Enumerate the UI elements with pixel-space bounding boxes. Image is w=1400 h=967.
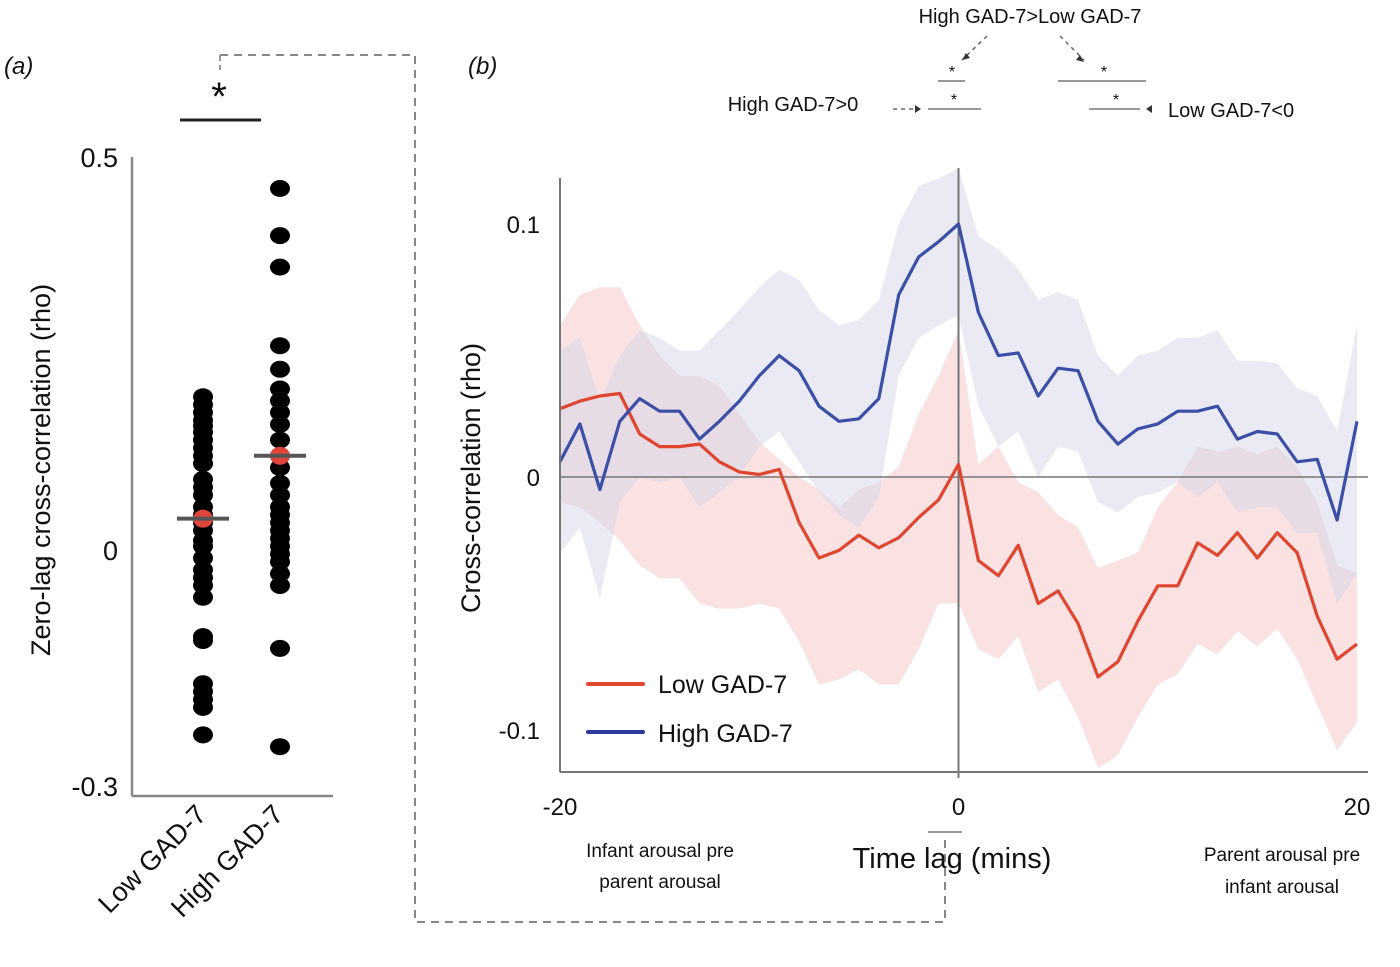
legend-label-low: Low GAD-7 <box>658 671 787 699</box>
sig-arrow-right <box>1059 35 1085 61</box>
panel-a-y-tick-label: 0 <box>103 536 118 566</box>
data-point <box>193 698 213 716</box>
panel-b-x-axis-label: Time lag (mins) <box>853 843 1052 875</box>
sig-star: * <box>949 64 955 81</box>
panel-a-y-axis-label: Zero-lag cross-correlation (rho) <box>26 284 56 656</box>
data-point <box>270 179 290 197</box>
panel-a: 0.5 0 -0.3 Zero-lag cross-correlation (rho… <box>26 75 333 923</box>
x-annotation-right-line-1: Parent arousal pre <box>1204 845 1360 866</box>
data-point <box>193 486 213 504</box>
panel-a-label: (a) <box>4 53 33 80</box>
data-point <box>193 632 213 650</box>
series-line-high-gad-7 <box>558 222 1359 522</box>
legend-label-high: High GAD-7 <box>658 720 793 748</box>
panel-b-y-tick-label: 0 <box>527 465 540 492</box>
panel-b-x-tick-label: 20 <box>1344 794 1371 821</box>
data-point <box>270 486 290 504</box>
data-point <box>270 431 290 449</box>
data-point <box>270 738 290 756</box>
significance-annotations: High GAD-7>Low GAD-7 * * High GAD-7>0 * … <box>728 6 1294 122</box>
legend: Low GAD-7 High GAD-7 <box>586 671 793 748</box>
data-point <box>270 360 290 378</box>
panel-b-x-tick-label: 0 <box>952 794 965 821</box>
data-point <box>193 726 213 744</box>
data-point <box>193 455 213 473</box>
data-point <box>270 565 290 583</box>
sig-label-low-lt-0: Low GAD-7<0 <box>1168 100 1294 122</box>
arrowhead-icon <box>1076 55 1084 62</box>
data-point <box>270 258 290 276</box>
data-point <box>270 380 290 398</box>
x-annotation-left-line-1: Infant arousal pre <box>586 841 734 862</box>
x-annotation-left-line-2: parent arousal <box>599 872 720 893</box>
connector-dashed-line <box>220 54 946 923</box>
sig-star: * <box>1113 92 1119 109</box>
sig-label-high-gt-0: High GAD-7>0 <box>728 94 859 116</box>
data-point <box>270 392 290 410</box>
data-point <box>193 577 213 595</box>
data-point <box>270 337 290 355</box>
sig-label-high-gt-low: High GAD-7>Low GAD-7 <box>919 6 1142 28</box>
data-point <box>193 549 213 567</box>
sig-star: * <box>951 92 957 109</box>
x-annotation-right-line-2: infant arousal <box>1225 877 1339 898</box>
data-point <box>270 227 290 245</box>
data-point <box>270 415 290 433</box>
data-point <box>270 553 290 571</box>
panel-b-y-tick-label: 0.1 <box>507 212 540 239</box>
data-point <box>270 474 290 492</box>
data-point <box>270 639 290 657</box>
data-point <box>270 404 290 422</box>
arrowhead-icon <box>1146 105 1152 113</box>
sig-star: * <box>1101 64 1107 81</box>
panel-b: 0.10-0.1 -20 0 20 Cross-correlation (rho) … <box>456 6 1370 898</box>
arrowhead-icon <box>962 53 970 60</box>
data-point <box>270 577 290 595</box>
data-point <box>193 537 213 555</box>
series-line-low-gad-7 <box>559 391 1358 679</box>
panel-a-y-tick-label: 0.5 <box>80 143 118 173</box>
significance-star: * <box>211 75 227 119</box>
data-point <box>193 588 213 606</box>
panel-b-label: (b) <box>468 53 497 80</box>
panel-b-x-tick-label: -20 <box>543 794 578 821</box>
sig-arrow-left <box>961 35 988 61</box>
arrowhead-icon <box>915 105 921 113</box>
panel-b-y-tick-label: -0.1 <box>499 718 540 745</box>
panel-b-y-axis-label: Cross-correlation (rho) <box>456 343 486 613</box>
panel-a-y-tick-label: -0.3 <box>71 772 118 802</box>
